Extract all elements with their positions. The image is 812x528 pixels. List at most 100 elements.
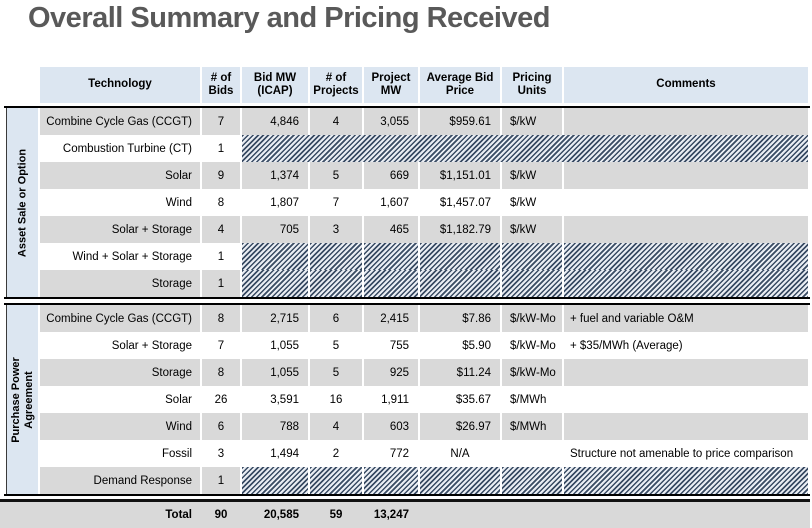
cell-technology: Solar [40, 162, 200, 189]
table-row: Solar + Storage 7 1,055 5 755 $5.90 $/kW-Mo + $… [6, 332, 808, 359]
cell-projects: 6 [310, 305, 362, 332]
cell-pricing-units: $/MWh [502, 386, 562, 413]
total-label: Total [165, 509, 192, 521]
cell-technology: Solar + Storage [40, 332, 200, 359]
total-project-mw: 13,247 [373, 509, 409, 521]
cell-bids: 3 [202, 440, 240, 467]
cell-projects: 16 [310, 386, 362, 413]
cell-project-mw: 2,415 [364, 305, 418, 332]
cell-project-mw: 772 [364, 440, 418, 467]
cell-bids: 7 [202, 108, 240, 135]
cell-bid-mw: 1,055 [242, 359, 308, 386]
cell-project-mw: 3,055 [364, 108, 418, 135]
cell-technology: Fossil [40, 440, 200, 467]
cell-avg-price: $5.90 [420, 332, 500, 359]
cell-bid-mw: 1,374 [242, 162, 308, 189]
total-projects: 59 [329, 509, 343, 521]
table-header: Technology # of Bids Bid MW (ICAP) # of Pro… [4, 67, 810, 103]
cell-bid-mw: 1,055 [242, 332, 308, 359]
cell-pricing-units: $/kW [502, 216, 562, 243]
column-header: Bid MW (ICAP) [242, 67, 308, 103]
cell-bids: 6 [202, 413, 240, 440]
cell-project-mw: 755 [364, 332, 418, 359]
cell-bid-mw: 4,846 [242, 108, 308, 135]
hatched-cell [502, 243, 562, 270]
table-row: Solar 9 1,374 5 669 $1,151.01 $/kW [6, 162, 808, 189]
hatched-cell [364, 243, 418, 270]
cell-bid-mw: 3,591 [242, 386, 308, 413]
column-header: # of Projects [310, 67, 362, 103]
column-header: Average Bid Price [420, 67, 500, 103]
hatched-cell [564, 243, 808, 270]
cell-project-mw: 925 [364, 359, 418, 386]
hatched-cell [564, 467, 808, 494]
table-row: Solar + Storage 4 705 3 465 $1,182.79 $/kW [6, 216, 808, 243]
cell-bids: 26 [202, 386, 240, 413]
hatched-cell [364, 467, 418, 494]
hatched-cell [420, 467, 500, 494]
table-row: Combustion Turbine (CT) 1 [6, 135, 808, 162]
cell-pricing-units: $/kW [502, 162, 562, 189]
section: Purchase Power Agreement Combine Cycle Ga… [4, 303, 810, 496]
total-row-cells: Total 90 20,585 59 13,247 [6, 502, 808, 528]
cell-projects: 5 [310, 332, 362, 359]
page-title: Overall Summary and Pricing Received [28, 2, 550, 34]
cell-avg-price: $1,457.07 [420, 189, 500, 216]
cell-projects: 2 [310, 440, 362, 467]
table-row: Storage 1 [6, 270, 808, 297]
cell-comments [564, 108, 808, 135]
cell-technology: Storage [40, 359, 200, 386]
cell-project-mw: 1,607 [364, 189, 418, 216]
cell-project-mw: 603 [364, 413, 418, 440]
hatched-cell [242, 270, 308, 297]
cell-technology: Storage [40, 270, 200, 297]
cell-avg-price: $959.61 [420, 108, 500, 135]
column-header: Comments [564, 67, 808, 103]
cell-bid-mw: 788 [242, 413, 308, 440]
cell-avg-price: $35.67 [420, 386, 500, 413]
table-row: Asset Sale or Option Combine Cycle Gas (C… [6, 108, 808, 297]
table-row: Wind 8 1,807 7 1,607 $1,457.07 $/kW [6, 189, 808, 216]
cell-pricing-units: $/kW-Mo [502, 305, 562, 332]
total-spacer [6, 502, 38, 528]
hatched-cells [242, 135, 808, 162]
cell-pricing-units [502, 440, 562, 467]
cell-technology: Wind [40, 189, 200, 216]
table-row: Purchase Power Agreement Combine Cycle Ga… [6, 305, 808, 494]
cell-projects: 5 [310, 162, 362, 189]
header-spacer [6, 67, 38, 103]
cell-projects: 4 [310, 413, 362, 440]
cell-technology: Solar [40, 386, 200, 413]
cell-bids: 1 [202, 243, 240, 270]
cell-bids: 8 [202, 305, 240, 332]
table-row: Wind 6 788 4 603 $26.97 $/MWh [6, 413, 808, 440]
total-table: Total 90 20,585 59 13,247 [4, 502, 810, 528]
table-row: Storage 8 1,055 5 925 $11.24 $/kW-Mo [6, 359, 808, 386]
table-row: Fossil 3 1,494 2 772 N/A Structure not amenabl… [6, 440, 808, 467]
cell-pricing-units: $/MWh [502, 413, 562, 440]
cell-avg-price: $26.97 [420, 413, 500, 440]
header-row: Technology # of Bids Bid MW (ICAP) # of Pro… [6, 67, 808, 103]
cell-avg-price: $7.86 [420, 305, 500, 332]
cell-project-mw: 1,911 [364, 386, 418, 413]
hatched-cell [242, 467, 308, 494]
cell-technology: Wind + Solar + Storage [40, 243, 200, 270]
cell-bid-mw: 2,715 [242, 305, 308, 332]
cell-project-mw: 669 [364, 162, 418, 189]
hatched-cell [502, 270, 562, 297]
cell-comments [564, 189, 808, 216]
cell-projects: 4 [310, 108, 362, 135]
cell-avg-price: N/A [420, 440, 500, 467]
cell-bids: 4 [202, 216, 240, 243]
cell-projects: 7 [310, 189, 362, 216]
hatched-cell [364, 270, 418, 297]
cell-technology: Solar + Storage [40, 216, 200, 243]
cell-bid-mw: 1,807 [242, 189, 308, 216]
hatched-cell [310, 243, 362, 270]
cell-comments [564, 162, 808, 189]
cell-avg-price: $11.24 [420, 359, 500, 386]
hatched-cell [310, 467, 362, 494]
total-row: Total 90 20,585 59 13,247 [0, 499, 810, 528]
hatched-cell [502, 467, 562, 494]
total-bids: 90 [214, 509, 228, 521]
